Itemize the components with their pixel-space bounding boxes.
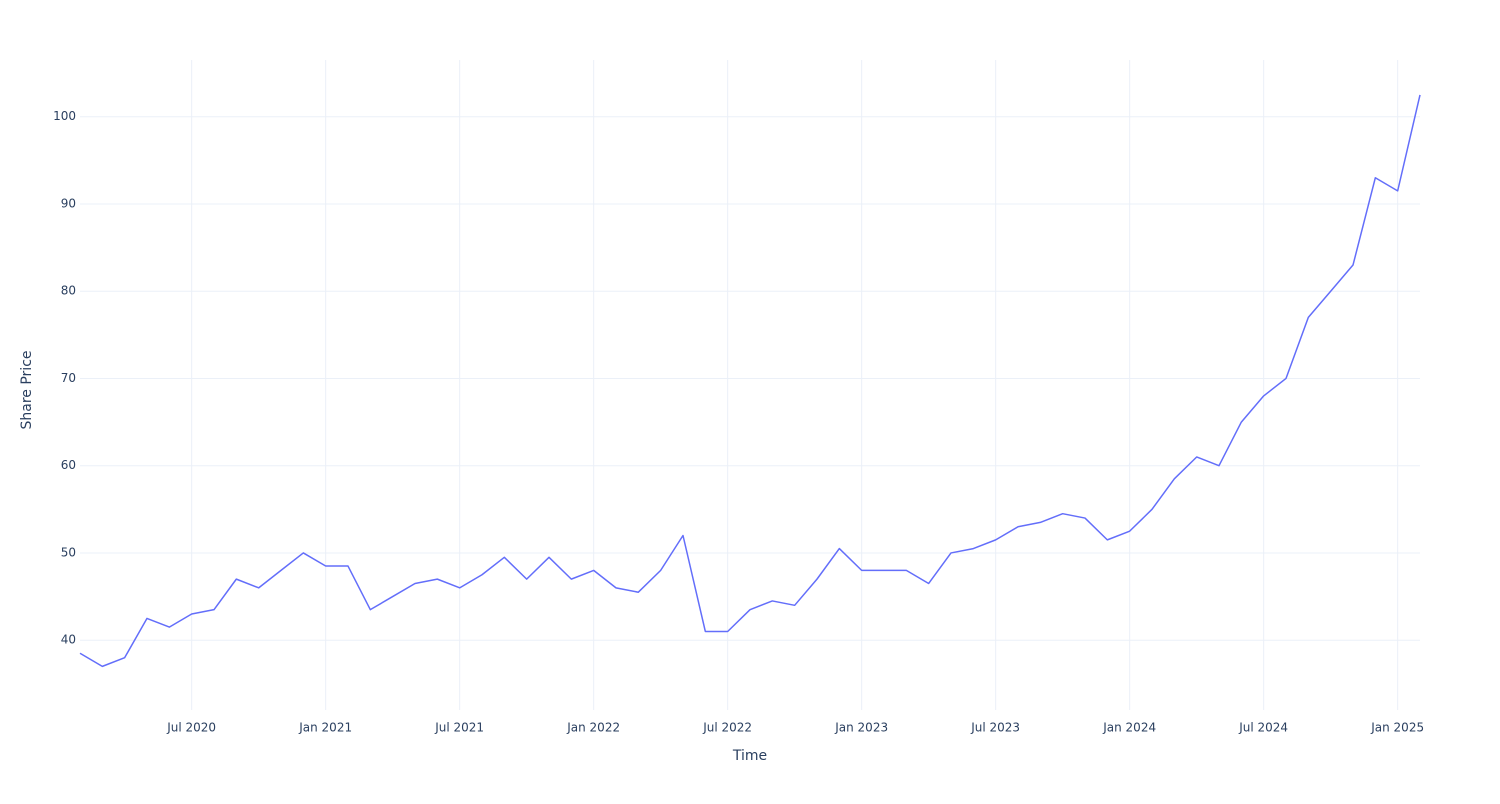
y-tick-label: 60 xyxy=(61,458,76,472)
y-tick-label: 90 xyxy=(61,196,76,210)
x-tick-label: Jul 2022 xyxy=(702,721,752,735)
x-tick-label: Jan 2021 xyxy=(298,721,352,735)
y-tick-label: 80 xyxy=(61,284,76,298)
x-tick-label: Jul 2023 xyxy=(970,721,1020,735)
x-tick-label: Jul 2020 xyxy=(166,721,216,735)
y-tick-label: 40 xyxy=(61,633,76,647)
x-tick-label: Jan 2024 xyxy=(1102,721,1156,735)
x-axis-title: Time xyxy=(732,748,767,764)
line-series xyxy=(79,94,1421,668)
x-tick-label: Jul 2021 xyxy=(434,721,484,735)
x-tick-label: Jan 2022 xyxy=(566,721,620,735)
y-tick-label: 70 xyxy=(61,371,76,385)
y-tick-label: 50 xyxy=(61,545,76,559)
y-tick-label: 100 xyxy=(53,109,76,123)
x-tick-label: Jan 2025 xyxy=(1370,721,1424,735)
x-tick-label: Jul 2024 xyxy=(1238,721,1288,735)
y-axis-title: Share Price xyxy=(19,350,35,429)
x-tick-label: Jan 2023 xyxy=(834,721,888,735)
